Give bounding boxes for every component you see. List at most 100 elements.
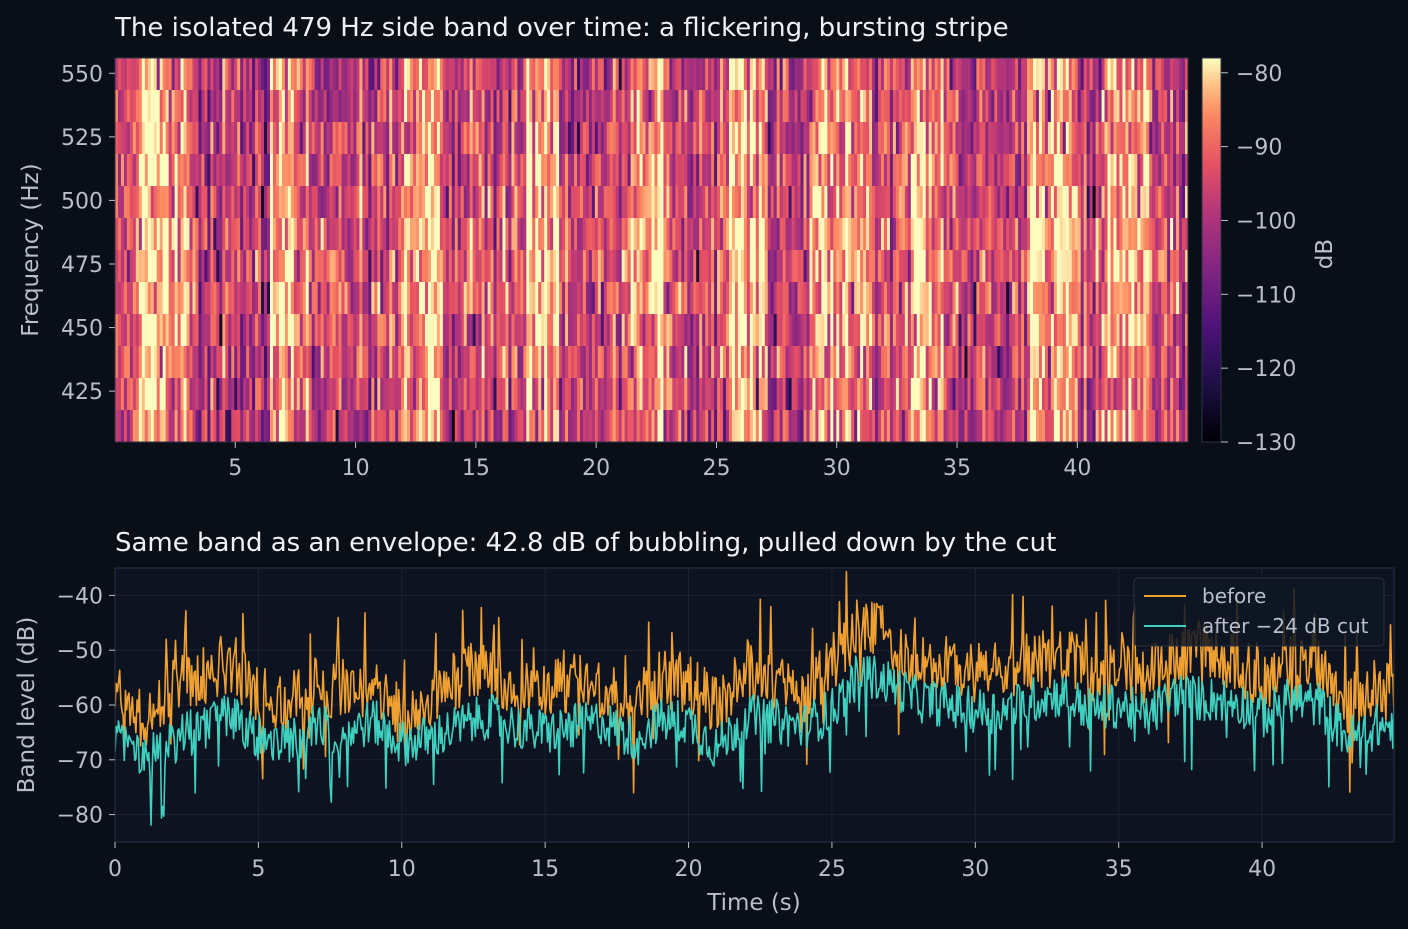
heatmap-cell [189, 346, 194, 379]
heatmap-cell [466, 186, 471, 219]
heatmap-cell [627, 314, 632, 347]
heatmap-cell [1021, 410, 1025, 442]
heatmap-cell [785, 186, 790, 219]
heatmap-x-tick-label: 40 [1063, 456, 1091, 481]
heatmap-cell [451, 250, 456, 283]
heatmap-cell [684, 58, 688, 91]
heatmap-cell [594, 122, 599, 155]
heatmap-cell [845, 58, 849, 91]
heatmap-cell [782, 122, 787, 155]
heatmap-cell [609, 154, 614, 187]
heatmap-cell [383, 154, 387, 187]
heatmap-cell [123, 58, 128, 91]
heatmap-cell [1038, 410, 1043, 442]
heatmap-cell [669, 314, 673, 347]
heatmap-cell [344, 314, 349, 347]
heatmap-cell [541, 58, 545, 91]
heatmap-cell [815, 90, 820, 123]
heatmap-cell [636, 346, 641, 379]
heatmap-cell [737, 378, 742, 411]
heatmap-cell [243, 154, 247, 187]
heatmap-cell [335, 122, 340, 155]
heatmap-cell [928, 250, 933, 283]
heatmap-cell [1065, 154, 1070, 187]
heatmap-cell [123, 346, 128, 379]
heatmap-cell [866, 122, 870, 155]
heatmap-cell [684, 314, 688, 347]
heatmap-cell [666, 58, 670, 91]
heatmap-cell [115, 58, 119, 91]
heatmap-cell [579, 250, 584, 283]
heatmap-cell [1185, 282, 1188, 315]
heatmap-cell [1018, 346, 1022, 379]
heatmap-cell [284, 218, 289, 251]
heatmap-cell [347, 378, 352, 411]
heatmap-cell [386, 90, 390, 123]
heatmap-cell [1122, 250, 1127, 283]
heatmap-cell [413, 378, 417, 411]
heatmap-cell [1015, 90, 1019, 123]
heatmap-cell [538, 186, 542, 219]
heatmap-cell [424, 282, 429, 315]
heatmap-cell [204, 346, 208, 379]
heatmap-cell [541, 314, 545, 347]
heatmap-cell [699, 186, 703, 219]
heatmap-cell [806, 346, 811, 379]
heatmap-cell [225, 346, 229, 379]
heatmap-cell [150, 218, 155, 251]
heatmap-cell [1152, 410, 1156, 442]
heatmap-cell [293, 154, 298, 187]
heatmap-cell [1044, 58, 1049, 91]
heatmap-cell [249, 186, 253, 219]
heatmap-cell [773, 218, 778, 251]
heatmap-cell [299, 218, 304, 251]
heatmap-cell [726, 250, 730, 283]
heatmap-cell [943, 410, 948, 442]
heatmap-cell [1012, 90, 1016, 123]
heatmap-cell [210, 58, 214, 91]
heatmap-cell [800, 378, 805, 411]
heatmap-cell [401, 346, 405, 379]
heatmap-cell [320, 282, 325, 315]
heatmap-cell [931, 218, 936, 251]
heatmap-cell [180, 218, 185, 251]
heatmap-cell [582, 58, 587, 91]
heatmap-cell [708, 282, 712, 315]
heatmap-cell [624, 154, 629, 187]
heatmap-cell [985, 250, 989, 283]
heatmap-cell [1155, 378, 1159, 411]
heatmap-cell [526, 346, 530, 379]
heatmap-cell [806, 282, 811, 315]
heatmap-cell [442, 314, 447, 347]
heatmap-cell [606, 282, 611, 315]
heatmap-cell [341, 346, 346, 379]
heatmap-cell [332, 218, 337, 251]
heatmap-cell [830, 410, 834, 442]
heatmap-cell [1003, 58, 1007, 91]
heatmap-cell [490, 90, 495, 123]
heatmap-cell [120, 122, 125, 155]
heatmap-cell [198, 154, 203, 187]
heatmap-cell [407, 250, 411, 283]
heatmap-cell [1131, 122, 1135, 155]
heatmap-cell [758, 250, 763, 283]
heatmap-cell [565, 154, 569, 187]
heatmap-cell [869, 250, 873, 283]
heatmap-cell [281, 314, 286, 347]
heatmap-cell [308, 58, 313, 91]
heatmap-cell [377, 282, 381, 315]
heatmap-cell [454, 410, 459, 442]
heatmap-cell [1179, 154, 1183, 187]
heatmap-cell [451, 314, 456, 347]
heatmap-cell [439, 410, 444, 442]
heatmap-cell [264, 250, 268, 283]
heatmap-cell [830, 250, 834, 283]
heatmap-cell [794, 346, 799, 379]
heatmap-cell [1182, 410, 1186, 442]
heatmap-cell [1092, 250, 1097, 283]
heatmap-cell [1047, 122, 1052, 155]
heatmap-cell [714, 58, 718, 91]
heatmap-cell [302, 378, 307, 411]
heatmap-cell [225, 314, 229, 347]
heatmap-cell [541, 410, 545, 442]
